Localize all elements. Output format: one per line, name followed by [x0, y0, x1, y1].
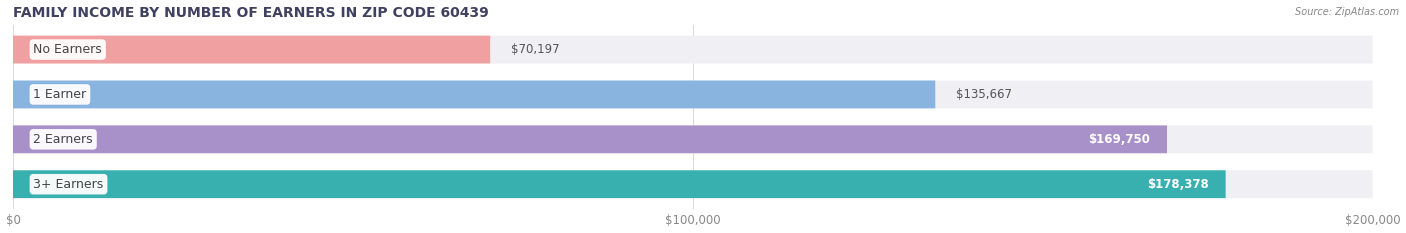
- FancyBboxPatch shape: [13, 170, 1226, 198]
- FancyBboxPatch shape: [13, 81, 1372, 108]
- Text: Source: ZipAtlas.com: Source: ZipAtlas.com: [1295, 7, 1399, 17]
- FancyBboxPatch shape: [13, 36, 491, 63]
- FancyBboxPatch shape: [13, 125, 1167, 153]
- Text: 1 Earner: 1 Earner: [34, 88, 87, 101]
- FancyBboxPatch shape: [13, 125, 1372, 153]
- Text: 2 Earners: 2 Earners: [34, 133, 93, 146]
- Text: $178,378: $178,378: [1147, 178, 1209, 191]
- Text: $135,667: $135,667: [956, 88, 1012, 101]
- Text: FAMILY INCOME BY NUMBER OF EARNERS IN ZIP CODE 60439: FAMILY INCOME BY NUMBER OF EARNERS IN ZI…: [13, 6, 489, 20]
- FancyBboxPatch shape: [13, 36, 1372, 63]
- FancyBboxPatch shape: [13, 81, 935, 108]
- Text: 3+ Earners: 3+ Earners: [34, 178, 104, 191]
- FancyBboxPatch shape: [13, 170, 1372, 198]
- Text: $70,197: $70,197: [510, 43, 560, 56]
- Text: $169,750: $169,750: [1088, 133, 1150, 146]
- Text: No Earners: No Earners: [34, 43, 103, 56]
